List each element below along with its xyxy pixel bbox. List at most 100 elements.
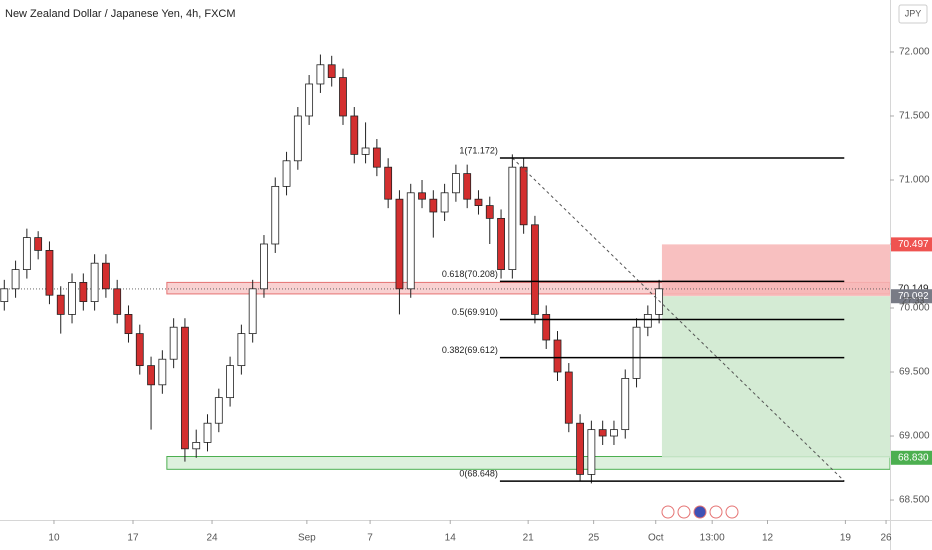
y-tick-label: 68.500 (899, 495, 930, 506)
x-tick-label: 14 (445, 533, 457, 544)
fib-label: 1(71.172) (459, 145, 498, 155)
event-icon[interactable] (677, 505, 691, 519)
price-tag-label: 68.830 (898, 452, 929, 463)
price-tag (891, 289, 932, 304)
candle-body (418, 192, 426, 200)
candle-body (34, 237, 43, 251)
candle-body (463, 173, 472, 200)
event-icon[interactable] (693, 505, 707, 519)
fib-label: 0.618(70.208) (442, 269, 498, 279)
candle-body (113, 288, 122, 315)
candle-body (305, 83, 314, 117)
candle-body (395, 198, 404, 290)
candle-body (135, 333, 144, 367)
candle-body (282, 160, 291, 187)
candle-body (214, 397, 223, 424)
candle-body (79, 282, 88, 303)
candle-body (384, 166, 393, 200)
price-tag (891, 237, 932, 252)
candle-body (474, 198, 483, 206)
x-tick-label: 13:00 (700, 533, 725, 544)
candle-body (147, 365, 155, 386)
candle-body (271, 185, 280, 245)
candle-body (260, 243, 268, 290)
currency-label[interactable]: JPY (905, 8, 922, 18)
event-icon[interactable] (725, 505, 739, 519)
candle-body (248, 288, 257, 335)
price-tag-label: 70.149 (898, 284, 929, 295)
candle-body (169, 326, 178, 360)
main-layer: 1(71.172) 0.618(70.208) 0.5(69.910) 0.382(6… (0, 54, 845, 484)
candle-body (576, 422, 584, 475)
x-tick-label: Oct (648, 533, 664, 544)
x-tick-label: 7 (367, 533, 373, 544)
chart-title: New Zealand Dollar / Japanese Yen, 4h, F… (5, 8, 236, 20)
candle-body (22, 237, 31, 271)
candle-body (181, 326, 189, 450)
event-icon[interactable] (709, 505, 723, 519)
candle-body (655, 288, 664, 315)
candle-body (56, 294, 65, 315)
candle-body (485, 205, 494, 219)
x-tick-label: 19 (840, 533, 852, 544)
y-tick-label: 69.000 (899, 431, 930, 442)
y-tick-label: 71.500 (899, 111, 930, 122)
candle-body (11, 269, 20, 290)
fib-label: 0(68.648) (459, 468, 498, 478)
candle-body (587, 429, 596, 475)
candle-body (632, 326, 641, 379)
candle-body (90, 262, 99, 303)
stop-area (661, 244, 890, 297)
fib-label: 0.382(69.612) (442, 345, 498, 355)
candle-body (406, 192, 415, 290)
candle-body (531, 224, 539, 315)
y-tick-label: 71.000 (899, 175, 930, 186)
candle-body (339, 77, 347, 117)
event-icon[interactable] (661, 505, 675, 519)
candle-body (564, 371, 573, 424)
candle-body (0, 288, 9, 303)
candle-body (451, 173, 460, 194)
candle-body (68, 282, 76, 315)
event-icons (661, 505, 739, 519)
candle-body (598, 429, 607, 437)
candle-body (124, 314, 133, 335)
x-tick-label: 24 (206, 533, 218, 544)
y-tick-label: 72.000 (899, 47, 930, 58)
candle-body (621, 378, 630, 431)
candle-body (508, 166, 517, 271)
candle-body (226, 365, 234, 399)
x-tick-label: 10 (48, 533, 60, 544)
x-tick-label: 12 (762, 533, 774, 544)
fib-label: 0.5(69.910) (452, 307, 498, 317)
target-area (661, 296, 890, 458)
candle-body (45, 249, 54, 296)
x-tick-label: 26 (880, 533, 892, 544)
candle-body (643, 314, 652, 328)
candle-body (237, 333, 246, 367)
y-tick-label: 70.000 (899, 303, 930, 314)
candle-body (102, 262, 110, 290)
candle-body (610, 429, 618, 437)
candle-body (361, 147, 370, 155)
candle-body (440, 192, 449, 213)
candle-body (327, 64, 336, 78)
candle-body (542, 314, 551, 341)
x-tick-label: 17 (127, 533, 139, 544)
candle-body (316, 64, 325, 85)
candle-body (553, 339, 562, 373)
x-tick-label: 21 (523, 533, 535, 544)
x-tick-label: 25 (588, 533, 600, 544)
currency-button[interactable] (898, 4, 928, 24)
zone (166, 456, 891, 470)
fib-trend-line (511, 157, 845, 482)
price-tag-label: 70.497 (898, 239, 929, 250)
candle-body (429, 198, 438, 213)
candle-body (372, 147, 381, 168)
zones-layer (0, 244, 891, 470)
candle-body (192, 442, 201, 450)
candle-body (203, 422, 212, 443)
y-tick-label: 69.500 (899, 367, 930, 378)
